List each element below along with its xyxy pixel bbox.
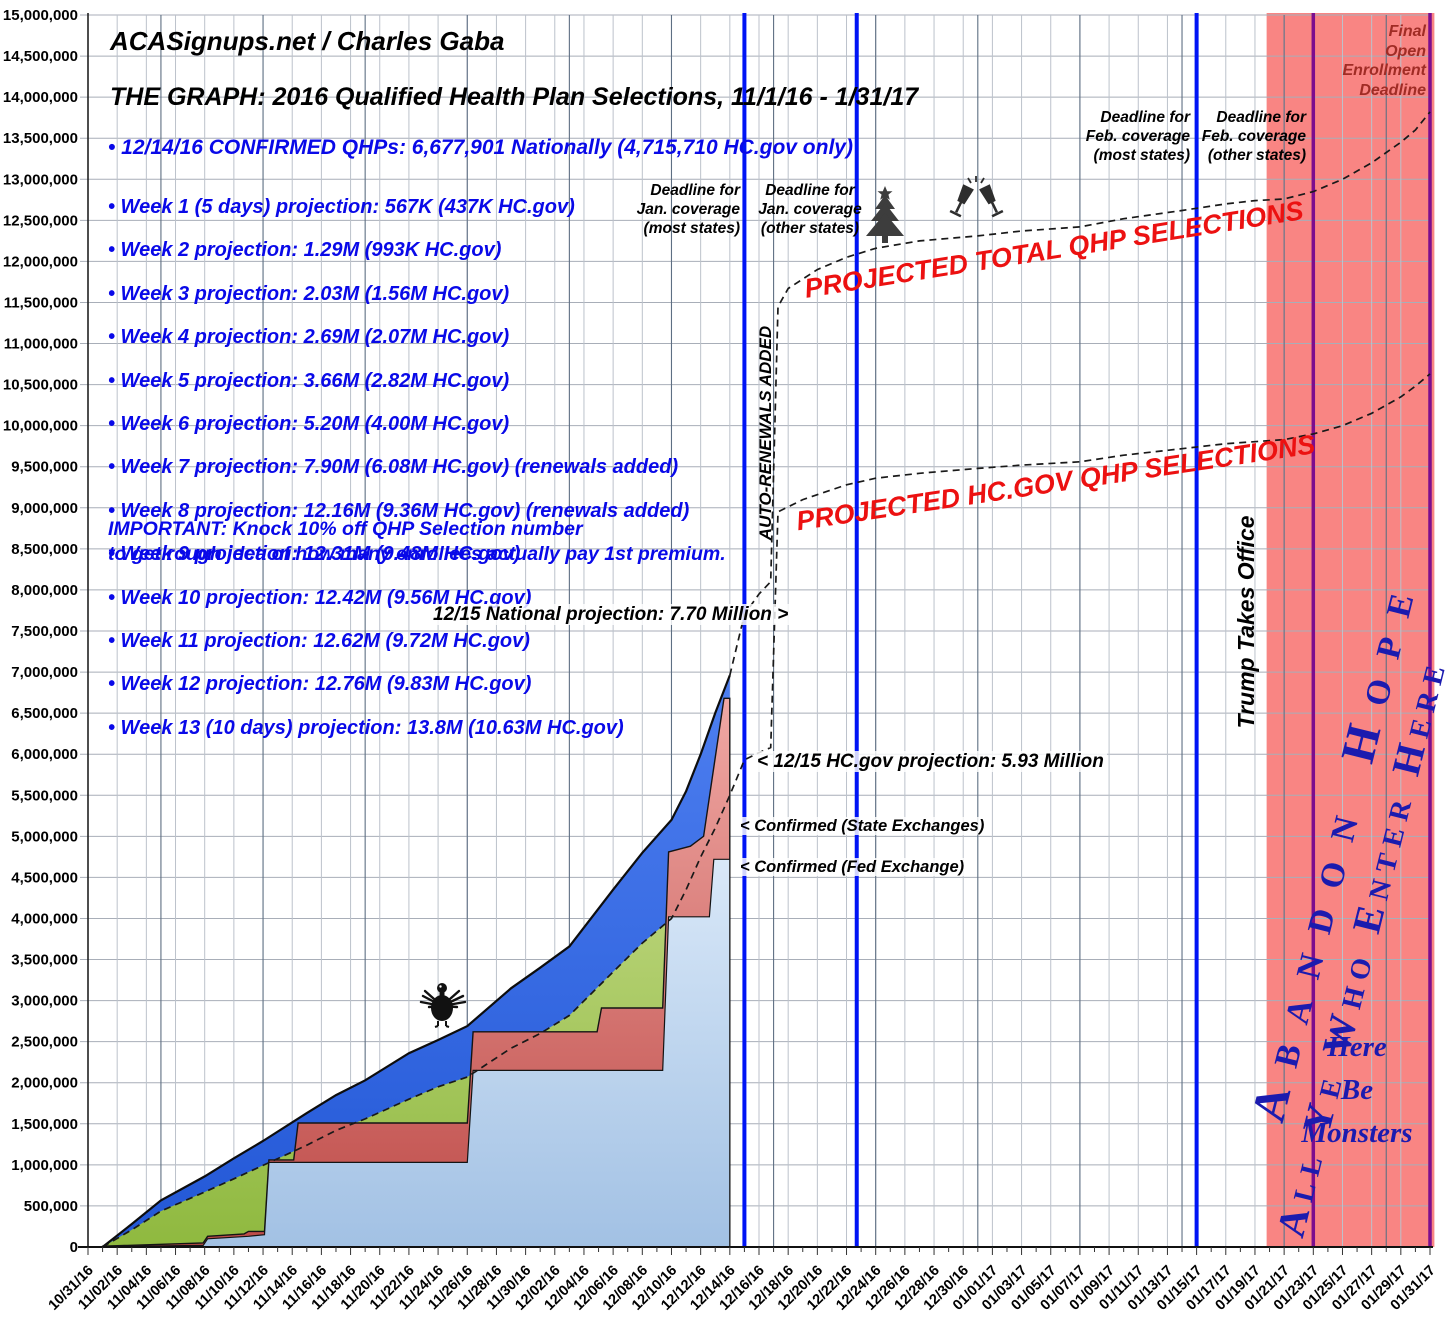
- svg-text:1,500,000: 1,500,000: [11, 1116, 78, 1133]
- svg-text:7,500,000: 7,500,000: [11, 623, 78, 640]
- svg-text:14,500,000: 14,500,000: [3, 48, 78, 65]
- svg-text:500,000: 500,000: [24, 1198, 78, 1215]
- svg-text:4,000,000: 4,000,000: [11, 910, 78, 927]
- hcgov-1215-text: < 12/15 HC.gov projection: 5.93 Million: [754, 751, 1107, 772]
- svg-text:14,000,000: 14,000,000: [3, 89, 78, 106]
- svg-text:10,500,000: 10,500,000: [3, 377, 78, 394]
- here-be-monsters-label: Here Be Monsters: [1301, 1031, 1413, 1149]
- list-item: • Week 8 projection: 12.16M (9.36M HC.go…: [108, 499, 690, 522]
- final-deadline-label: Final Open Enrollment Deadline: [1342, 23, 1426, 99]
- confirmed-state-callout: < Confirmed (State Exchanges): [737, 817, 988, 836]
- list-item: • Week 10 projection: 12.42M (9.56M HC.g…: [108, 586, 532, 609]
- list-item: • Week 9 projection: 12.31M (9.48M HC.go…: [108, 543, 521, 566]
- list-item: • Week 2 projection: 1.29M (993K HC.gov): [108, 239, 502, 262]
- list-item: • Week 12 projection: 12.76M (9.83M HC.g…: [108, 673, 532, 696]
- svg-text:1,000,000: 1,000,000: [11, 1157, 78, 1174]
- svg-text:7,000,000: 7,000,000: [11, 664, 78, 681]
- svg-text:4,500,000: 4,500,000: [11, 869, 78, 886]
- list-item: • Week 1 (5 days) projection: 567K (437K…: [108, 196, 575, 218]
- svg-text:9,500,000: 9,500,000: [11, 459, 78, 476]
- confirmed-qhps-line: • 12/14/16 CONFIRMED QHPs: 6,677,901 Nat…: [108, 136, 853, 159]
- auto-renewals-label: AUTO-RENEWALS ADDED: [756, 325, 775, 541]
- svg-text:13,000,000: 13,000,000: [3, 171, 78, 188]
- champagne-toast-icon: [948, 174, 1004, 235]
- x-axis-labels: 10/31/1611/02/1611/04/1611/06/1611/08/16…: [46, 1263, 1439, 1314]
- svg-text:9,000,000: 9,000,000: [11, 500, 78, 517]
- trump-takes-office-label: Trump Takes Office: [1233, 515, 1259, 729]
- svg-text:3,000,000: 3,000,000: [11, 993, 78, 1010]
- christmas-tree-icon: [862, 186, 908, 251]
- thanksgiving-turkey-icon: [415, 966, 469, 1033]
- feb-deadline-other-label: Deadline for Feb. coverage (other states…: [1201, 109, 1306, 164]
- svg-text:6,500,000: 6,500,000: [11, 705, 78, 722]
- line-national-projection: [728, 111, 1431, 676]
- svg-text:10,000,000: 10,000,000: [3, 418, 78, 435]
- important-note: IMPORTANT: Knock 10% off QHP Selection n…: [108, 518, 726, 565]
- svg-text:11,500,000: 11,500,000: [4, 294, 78, 311]
- jan-deadline-other-label: Deadline for Jan. coverage (other states…: [758, 182, 862, 237]
- svg-text:3,500,000: 3,500,000: [11, 952, 78, 969]
- svg-text:5,000,000: 5,000,000: [11, 828, 78, 845]
- feb-deadline-most-label: Deadline for Feb. coverage (most states): [1085, 109, 1190, 164]
- y-axis-labels: 15,000,000 14,500,000 14,000,000 13,500,000…: [3, 7, 78, 1256]
- confirmed-fed-text: < Confirmed (Fed Exchange): [737, 858, 968, 876]
- svg-text:6,000,000: 6,000,000: [11, 746, 78, 763]
- list-item: • Week 13 (10 days) projection: 13.8M (1…: [108, 716, 624, 739]
- jan-deadline-most-label: Deadline for Jan. coverage (most states): [636, 182, 740, 237]
- national-1215-callout: 12/15 National projection: 7.70 Million …: [430, 604, 792, 626]
- svg-text:15,000,000: 15,000,000: [3, 7, 78, 24]
- svg-text:8,500,000: 8,500,000: [11, 541, 78, 558]
- list-item: • Week 5 projection: 3.66M (2.82M HC.gov…: [108, 369, 510, 392]
- svg-text:5,500,000: 5,500,000: [11, 787, 78, 804]
- svg-text:13,500,000: 13,500,000: [3, 130, 78, 147]
- list-item: • Week 7 projection: 7.90M (6.08M HC.gov…: [108, 456, 679, 479]
- weekly-projection-list: • Week 1 (5 days) projection: 567K (437K…: [108, 177, 689, 759]
- national-1215-text: 12/15 National projection: 7.70 Million …: [430, 604, 792, 625]
- list-item: • Week 3 projection: 2.03M (1.56M HC.gov…: [108, 282, 510, 305]
- page-title: THE GRAPH: 2016 Qualified Health Plan Se…: [110, 83, 919, 111]
- list-item: • Week 6 projection: 5.20M (4.00M HC.gov…: [108, 413, 510, 436]
- svg-text:12,000,000: 12,000,000: [3, 253, 78, 270]
- edge-projected-national: [101, 675, 731, 1248]
- svg-text:11,000,000: 11,000,000: [4, 336, 78, 353]
- list-item: • Week 11 projection: 12.62M (9.72M HC.g…: [108, 630, 530, 653]
- hcgov-1215-callout: < 12/15 HC.gov projection: 5.93 Million: [754, 751, 1107, 773]
- svg-text:8,000,000: 8,000,000: [11, 582, 78, 599]
- x-axis-ticks: [87, 1247, 1431, 1255]
- svg-text:2,500,000: 2,500,000: [11, 1034, 78, 1051]
- confirmed-fed-callout: < Confirmed (Fed Exchange): [737, 858, 968, 877]
- site-brand: ACASignups.net / Charles Gaba: [110, 26, 505, 56]
- svg-text:2,000,000: 2,000,000: [11, 1075, 78, 1092]
- svg-text:0: 0: [70, 1239, 78, 1256]
- svg-text:12,500,000: 12,500,000: [3, 212, 78, 229]
- list-item: • Week 4 projection: 2.69M (2.07M HC.gov…: [108, 326, 510, 349]
- confirmed-state-text: < Confirmed (State Exchanges): [737, 817, 988, 835]
- area-confirmed-fed: [102, 858, 731, 1248]
